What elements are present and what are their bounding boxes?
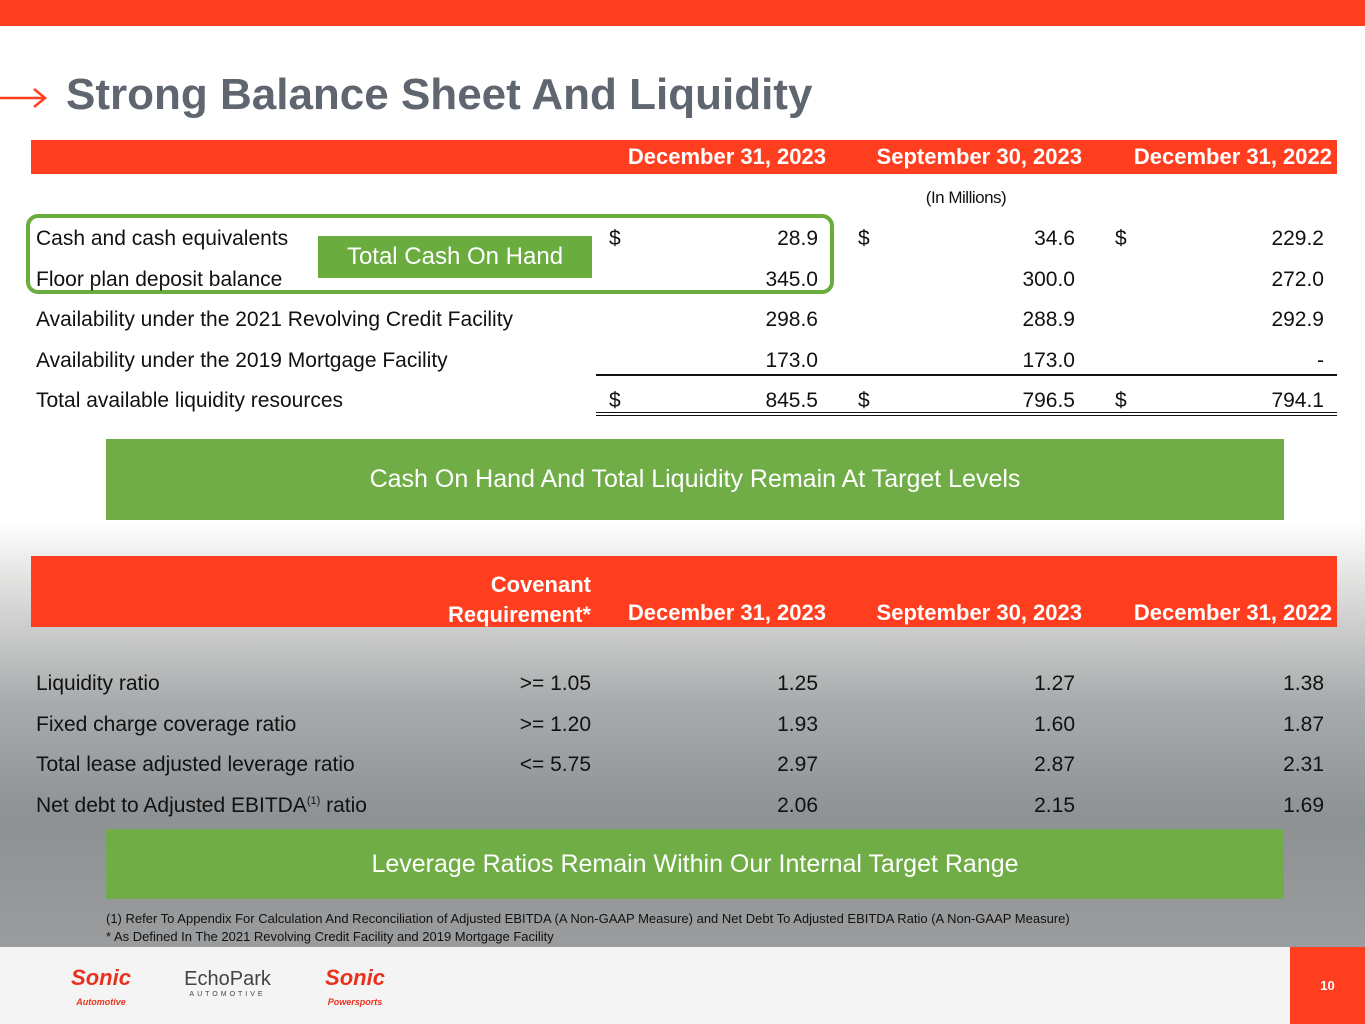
footnote: * As Defined In The 2021 Revolving Credi… [106,929,554,944]
cell-value: 796.5 [1022,389,1075,413]
logo-name: Sonic [325,965,385,990]
logo-name: EchoPark [184,968,271,990]
cell-value: 34.6 [1034,227,1075,250]
row-label: Availability under the 2019 Mortgage Fac… [36,348,448,372]
row-label-text: Liquidity ratio [36,672,160,695]
cell-value: 1.38 [1283,672,1324,695]
row-label: Total available liquidity resources [36,389,343,413]
rule [596,374,1337,376]
currency: $ [1115,389,1127,413]
cell-value: - [1317,348,1324,372]
logo: Sonic Powersports [310,965,400,1008]
header-bar [31,140,1337,174]
row-label: Net debt to Adjusted EBITDA(1) ratio [36,794,367,818]
currency: $ [858,389,870,413]
banner: Leverage Ratios Remain Within Our Intern… [106,829,1284,899]
cell-value: 794.1 [1271,389,1324,413]
row-label: Liquidity ratio [36,672,160,696]
row-label: Fixed charge coverage ratio [36,713,296,737]
row-label-suffix: ratio [320,794,367,818]
logo: EchoPark AUTOMOTIVE [180,968,275,1000]
cell-value: 28.9 [777,227,818,250]
cell-value: 2.87 [1034,753,1075,777]
column-header: Covenant Requirement* [447,572,591,627]
cell-value: 845.5 [765,389,818,413]
footnote: (1) Refer To Appendix For Calculation An… [106,911,1070,926]
cell-value: 229.2 [1271,227,1324,250]
currency: $ [609,227,621,250]
column-header: December 31, 2022 [1133,144,1332,169]
cell-value: 300.0 [1022,267,1075,291]
units: (In Millions) [925,188,1007,207]
cell-value: 173.0 [1022,348,1075,372]
footer [0,947,1365,1024]
header-bar [31,556,1337,627]
cell-value: 1.27 [1034,672,1075,695]
cell-value: 288.9 [1022,308,1075,332]
row-label-text: Total lease adjusted leverage ratio [36,753,355,777]
cell-value: 1.25 [777,672,818,695]
column-header: September 30, 2023 [876,144,1082,169]
cell-value: 1.69 [1283,794,1324,818]
callout: Total Cash On Hand [318,236,592,278]
logo-sub: AUTOMOTIVE [189,991,266,998]
cell-value: 1.93 [777,712,818,736]
row-label-text: Fixed charge coverage ratio [36,712,297,736]
cell-value: 2.06 [777,794,818,818]
cell-value: 2.97 [777,753,818,777]
arrow [0,88,47,108]
currency: $ [858,227,870,250]
top-bar [0,0,1365,26]
cell-value: 292.9 [1271,308,1324,332]
cell-value: 345.0 [765,267,818,291]
cell-value: 298.6 [765,308,818,332]
requirement: >= 1.05 [519,672,591,695]
logo-sub: Automotive [76,997,126,1007]
cell-value: 272.0 [1271,267,1324,291]
cell-value: 2.15 [1034,794,1075,818]
superscript: (1) [306,795,321,808]
title: Strong Balance Sheet And Liquidity [66,70,813,119]
row-label: Floor plan deposit balance [36,267,283,291]
row-label: Cash and cash equivalents [36,227,289,250]
row-label: Availability under the 2021 Revolving Cr… [36,308,514,332]
currency: $ [609,389,621,413]
cell-value: 1.87 [1283,712,1324,736]
column-header: December 31, 2023 [627,600,826,625]
logo: Sonic Automotive [55,965,147,1007]
column-header: September 30, 2023 [876,600,1082,625]
column-header: December 31, 2023 [627,144,826,169]
currency: $ [1115,227,1127,250]
cell-value: 173.0 [765,348,818,372]
requirement: >= 1.20 [519,712,591,736]
requirement: <= 5.75 [519,753,591,777]
page-number: 10 [1290,947,1365,1024]
banner: Cash On Hand And Total Liquidity Remain … [106,439,1284,520]
row-label: Total lease adjusted leverage ratio [36,753,355,777]
logo-name: Sonic [71,965,131,990]
highlight-box [26,214,834,294]
logo-sub: Powersports [327,997,383,1007]
row-label-text: Net debt to Adjusted EBITDA [36,794,307,818]
double-rule [596,412,1337,416]
cell-value: 2.31 [1283,753,1324,777]
cell-value: 1.60 [1034,712,1075,736]
column-header: December 31, 2022 [1133,600,1332,625]
